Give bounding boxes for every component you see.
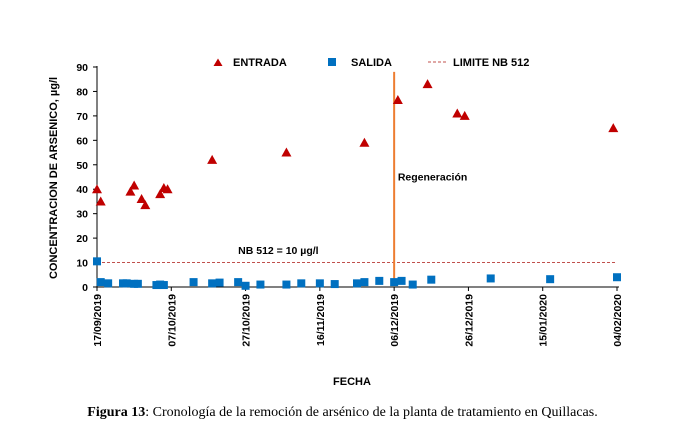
x-tick-label: 26/12/2019: [463, 294, 475, 347]
x-tick-label: 07/10/2019: [166, 294, 178, 347]
legend-limit-label: LIMITE NB 512: [453, 57, 529, 69]
salida-point: [297, 279, 306, 288]
x-tick-label: 04/02/2020: [612, 294, 624, 347]
entrada-point: [392, 95, 403, 104]
x-tick-label: 06/12/2019: [389, 294, 401, 347]
salida-point: [215, 278, 224, 287]
y-tick-label: 80: [76, 86, 88, 98]
salida-point: [390, 278, 399, 287]
x-axis-title: FECHA: [333, 376, 371, 388]
entrada-point: [281, 147, 292, 157]
y-tick-label: 10: [76, 258, 88, 270]
arsenic-removal-chart: 0 10 20 30 40 50 60 70 80 90 17/09/2019 07/10/2019 2…: [48, 57, 624, 388]
annotation-regeneracion: Regeneración: [398, 172, 467, 184]
entrada-point: [459, 110, 470, 120]
salida-point: [315, 279, 324, 288]
y-tick-label: 70: [76, 111, 88, 123]
salida-point: [613, 273, 621, 282]
salida-point: [93, 257, 101, 266]
salida-point: [427, 275, 436, 284]
legend-entrada-marker: [213, 58, 223, 66]
entrada-point: [452, 108, 463, 118]
y-tick-label: 20: [76, 233, 88, 245]
salida-point: [122, 279, 131, 288]
salida-point: [104, 279, 113, 288]
plot-area: 0 10 20 30 40 50 60 70 80 90 17/09/2019 07/10/2019 2…: [76, 62, 624, 347]
entrada-point: [162, 184, 173, 194]
entrada-point: [608, 123, 619, 133]
y-tick-label: 40: [76, 184, 88, 196]
legend-salida-label: SALIDA: [351, 57, 392, 69]
salida-point: [208, 279, 217, 288]
y-tick-label: 90: [76, 62, 88, 74]
legend-salida-marker: [328, 58, 336, 66]
entrada-point: [207, 154, 218, 164]
salida-point: [546, 275, 555, 284]
legend-entrada-label: ENTRADA: [233, 57, 287, 69]
salida-point: [159, 281, 168, 290]
y-tick-label: 30: [76, 209, 88, 221]
entrada-point: [136, 194, 147, 203]
y-tick-label: 60: [76, 135, 88, 147]
salida-point: [375, 276, 384, 285]
salida-point: [241, 281, 250, 290]
annotation-nb512: NB 512 = 10 µg/l: [238, 245, 319, 257]
salida-point: [96, 278, 105, 287]
salida-point: [408, 280, 417, 289]
salida-point: [330, 280, 339, 289]
y-tick-label: 50: [76, 160, 88, 172]
entrada-point: [129, 180, 140, 190]
salida-point: [189, 278, 198, 287]
entrada-point: [125, 186, 136, 196]
figure-caption: Figura 13: Cronología de la remoción de …: [0, 405, 685, 431]
entrada-point: [155, 189, 166, 199]
entrada-point: [359, 137, 370, 147]
x-tick-label: 16/11/2019: [315, 294, 327, 346]
salida-point: [353, 279, 361, 288]
salida-point: [133, 279, 142, 288]
caption-label: Figura 13: [87, 405, 146, 420]
salida-point: [360, 278, 369, 287]
y-axis-title: CONCENTRACION DE ARSENICO, µg/l: [48, 77, 60, 279]
entrada-point: [140, 200, 151, 210]
salida-point: [397, 276, 406, 285]
caption-text: : Cronología de la remoción de arsénico …: [145, 405, 598, 420]
legend: ENTRADA SALIDA LIMITE NB 512: [213, 57, 529, 69]
entrada-point: [92, 184, 102, 194]
salida-point: [486, 274, 495, 283]
x-tick-label: 15/01/2020: [538, 294, 550, 347]
x-tick-label: 27/10/2019: [241, 294, 253, 347]
salida-point: [234, 278, 243, 287]
entrada-point: [95, 196, 106, 206]
salida-point: [256, 280, 265, 289]
salida-point: [282, 280, 291, 289]
y-tick-label: 0: [82, 282, 88, 294]
x-tick-label: 17/09/2019: [92, 294, 104, 347]
entrada-point: [422, 79, 433, 89]
